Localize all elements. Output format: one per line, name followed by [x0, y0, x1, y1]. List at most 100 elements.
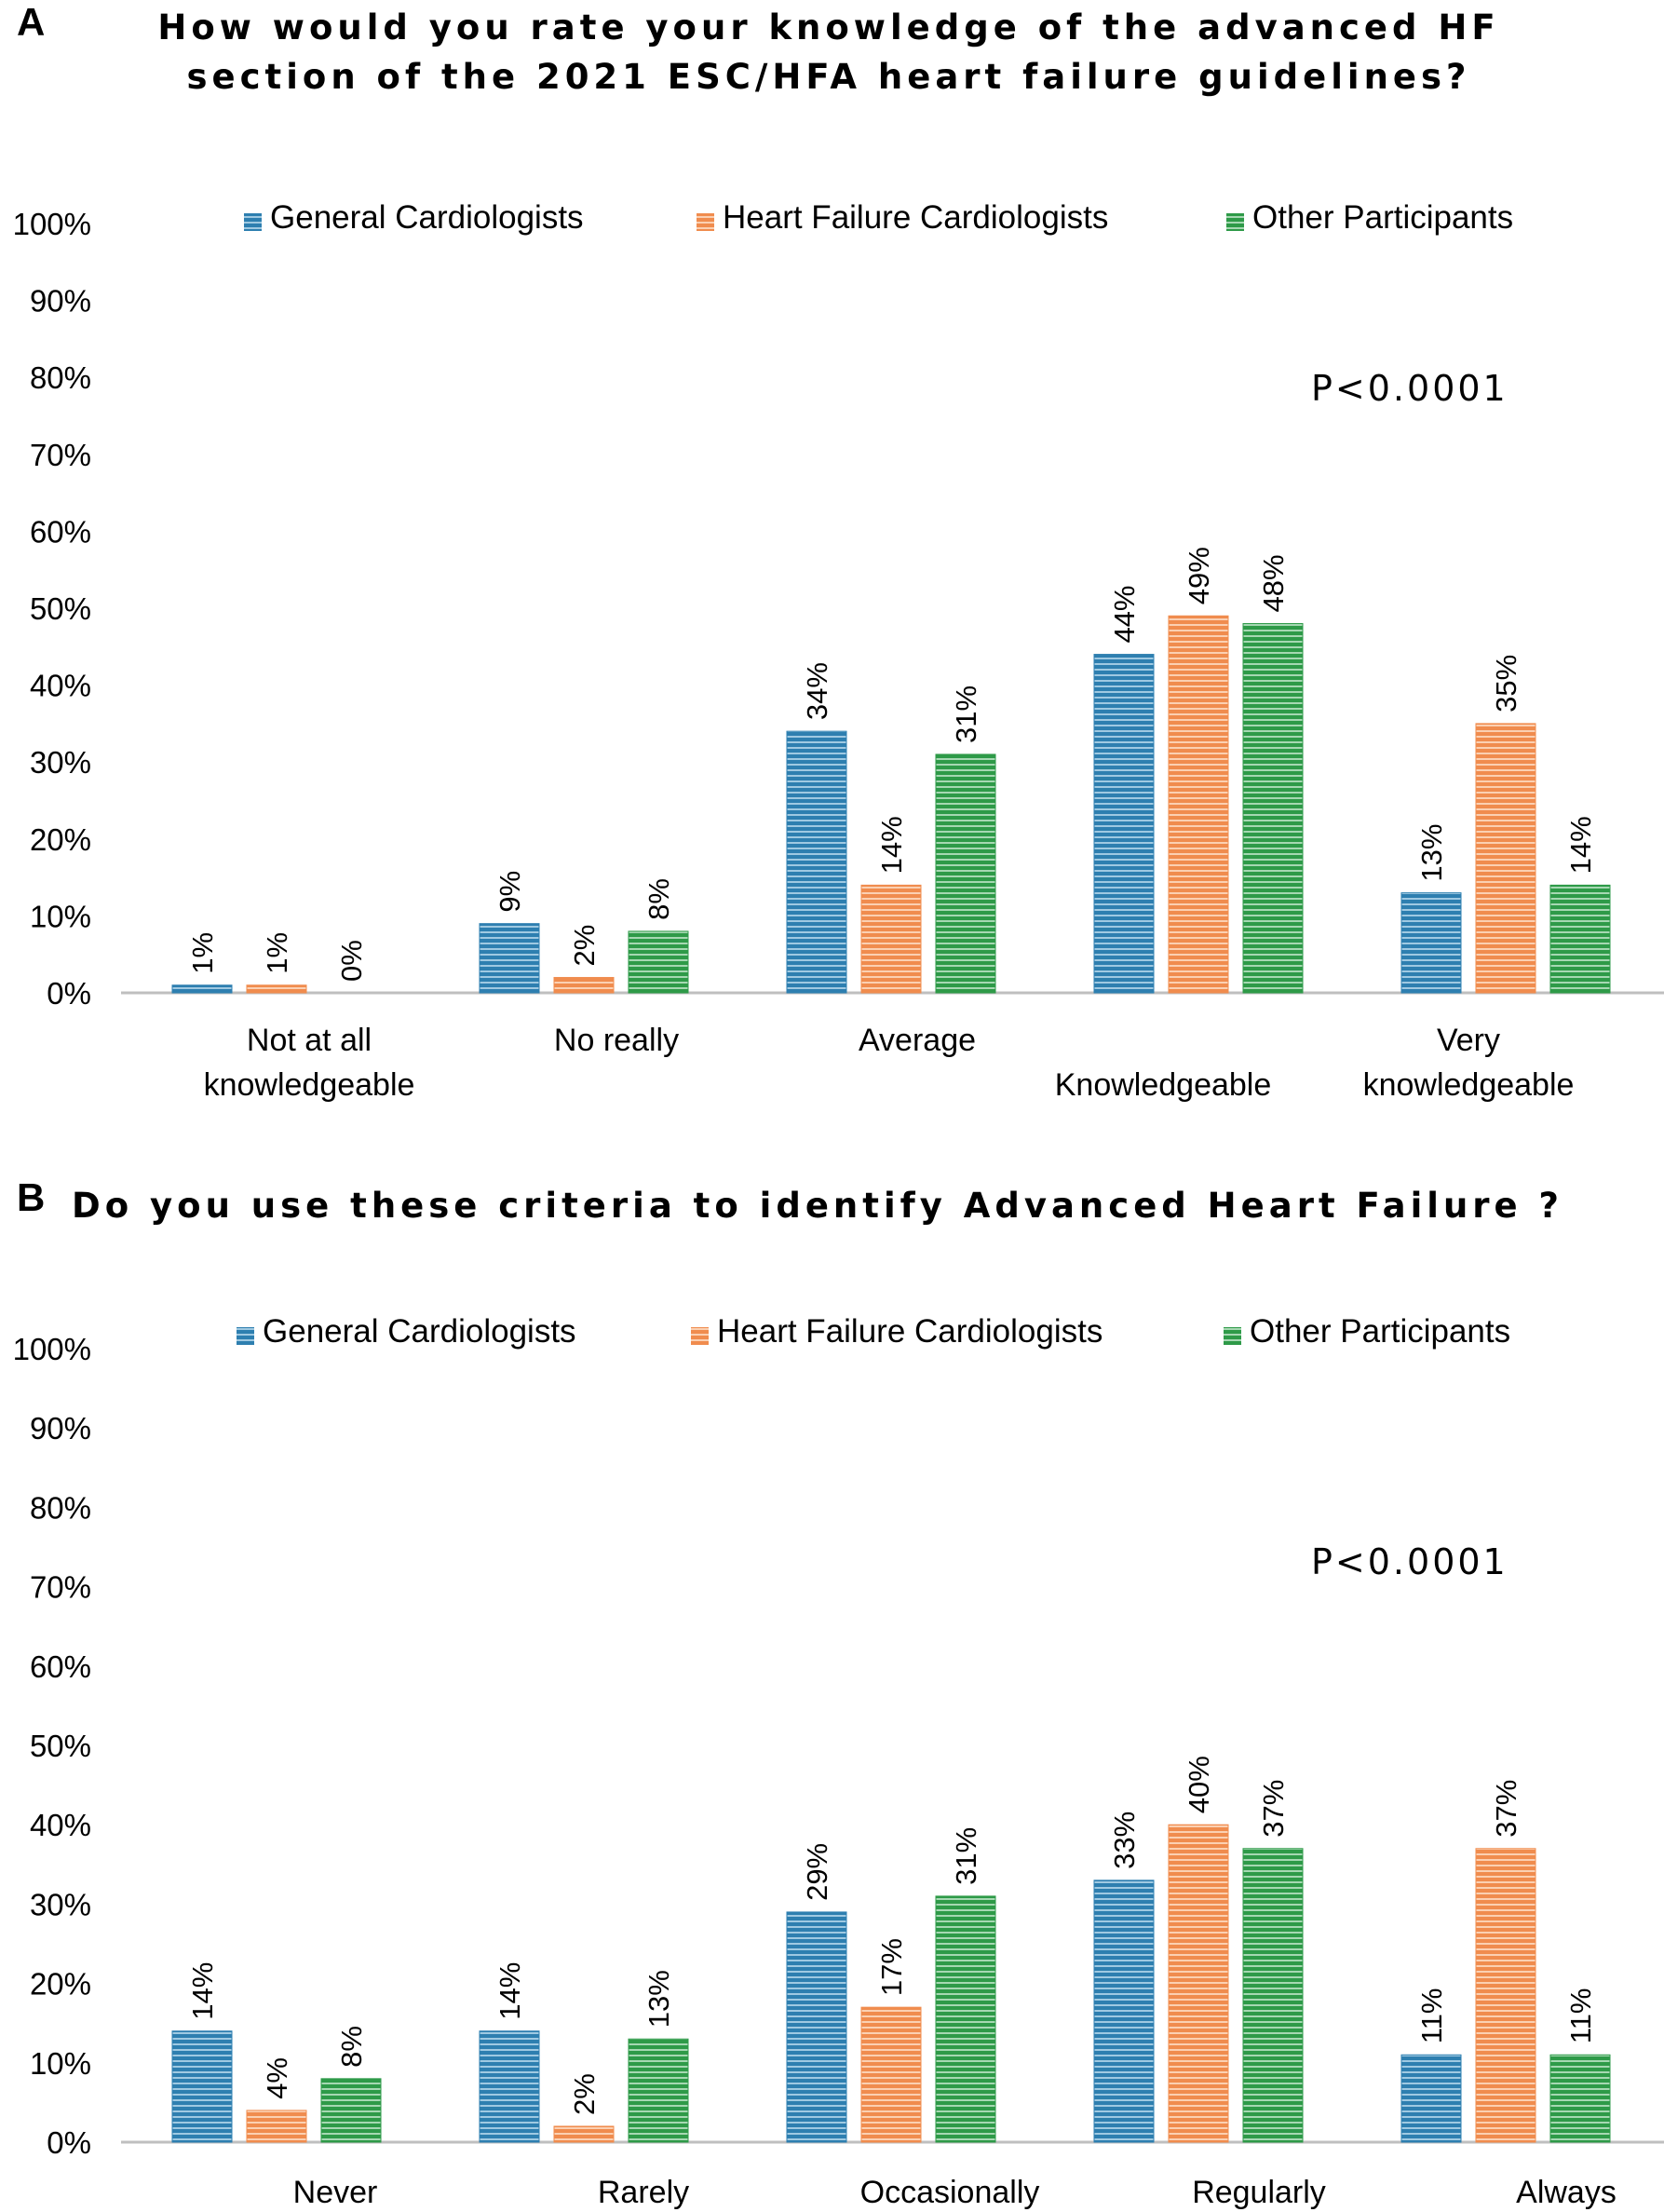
- bar: [786, 1911, 847, 2143]
- chart-title: Do you use these criteria to identify Ad…: [72, 1186, 1563, 1226]
- data-label: 31%: [950, 1827, 982, 1885]
- bar: [628, 930, 689, 994]
- x-category-label: Knowledgeable: [1055, 1067, 1272, 1103]
- legend-swatch: [1224, 1327, 1241, 1345]
- bar: [1242, 1848, 1304, 2143]
- x-category-label: Very: [1437, 1023, 1500, 1058]
- data-label: 2%: [568, 925, 601, 967]
- legend-label: Other Participants: [1252, 199, 1513, 236]
- bar: [1242, 623, 1304, 994]
- chart-root: A How would you rate your knowledge of th…: [13, 0, 1664, 2210]
- bar: [935, 753, 996, 994]
- bar: [246, 984, 307, 994]
- bar: [786, 730, 847, 994]
- data-label: 11%: [1415, 1988, 1448, 2044]
- panel-letter: A: [17, 0, 45, 44]
- bar: [246, 2110, 307, 2143]
- bar: [1549, 884, 1611, 994]
- y-tick-label: 40%: [30, 669, 91, 703]
- y-tick-label: 70%: [30, 1570, 91, 1605]
- bar: [1400, 2054, 1462, 2143]
- y-tick-label: 90%: [30, 1411, 91, 1445]
- data-label: 4%: [261, 2057, 293, 2099]
- legend-label: Heart Failure Cardiologists: [723, 199, 1108, 236]
- data-label: 14%: [1564, 816, 1597, 874]
- p-value-annotation: P<0.0001: [1311, 1541, 1508, 1582]
- bar: [935, 1895, 996, 2143]
- y-tick-label: 40%: [30, 1808, 91, 1842]
- data-label: 35%: [1490, 655, 1522, 712]
- y-tick-label: 80%: [30, 360, 91, 395]
- data-label: 13%: [1415, 824, 1448, 882]
- x-category-label: Not at all: [247, 1023, 372, 1058]
- data-label: 14%: [875, 816, 908, 874]
- data-label: 8%: [335, 2026, 368, 2068]
- x-category-label: Average: [859, 1023, 976, 1058]
- y-tick-label: 90%: [30, 284, 91, 319]
- x-category-label: Regularly: [1192, 2175, 1326, 2210]
- y-tick-label: 30%: [30, 745, 91, 780]
- chart-panel-b: B Do you use these criteria to identify A…: [13, 1175, 1664, 2210]
- y-tick-label: 50%: [30, 591, 91, 626]
- bar: [860, 884, 922, 994]
- bar: [628, 2038, 689, 2143]
- y-tick-label: 30%: [30, 1887, 91, 1921]
- data-label: 11%: [1564, 1988, 1597, 2044]
- bar: [1093, 1880, 1155, 2143]
- bar: [479, 2030, 540, 2143]
- y-tick-label: 0%: [47, 976, 91, 1011]
- x-category-label: No really: [554, 1023, 679, 1058]
- bar: [1400, 892, 1462, 994]
- y-tick-label: 20%: [30, 822, 91, 857]
- data-label: 17%: [875, 1938, 908, 1996]
- x-category-label: Always: [1516, 2175, 1617, 2210]
- chart-title: section of the 2021 ESC/HFA heart failur…: [186, 57, 1470, 97]
- x-category-label: Occasionally: [860, 2175, 1040, 2210]
- legend-swatch: [237, 1327, 254, 1345]
- data-label: 1%: [186, 932, 219, 974]
- y-tick-label: 60%: [30, 514, 91, 549]
- y-tick-label: 0%: [47, 2125, 91, 2160]
- bar: [1475, 1848, 1536, 2143]
- bar: [1475, 723, 1536, 994]
- bar: [171, 984, 233, 994]
- legend-label: General Cardiologists: [270, 199, 584, 236]
- y-tick-label: 80%: [30, 1490, 91, 1525]
- data-label: 1%: [261, 932, 293, 974]
- bar: [860, 2006, 922, 2143]
- data-label: 40%: [1183, 1756, 1215, 1813]
- data-label: 33%: [1108, 1812, 1141, 1869]
- y-tick-label: 10%: [30, 2046, 91, 2081]
- legend-swatch: [244, 213, 262, 231]
- y-tick-label: 10%: [30, 899, 91, 933]
- legend-label: General Cardiologists: [263, 1313, 576, 1350]
- data-label: 49%: [1183, 547, 1215, 604]
- data-label: 37%: [1490, 1780, 1522, 1838]
- panel-letter: B: [17, 1175, 45, 1219]
- x-category-label: knowledgeable: [1363, 1067, 1575, 1103]
- legend-swatch: [697, 213, 714, 231]
- legend-swatch: [691, 1327, 709, 1345]
- bar: [553, 976, 615, 994]
- chart-title: How would you rate your knowledge of the…: [157, 7, 1499, 47]
- bar: [553, 2125, 615, 2143]
- data-label: 14%: [186, 1962, 219, 2020]
- data-label: 44%: [1108, 586, 1141, 644]
- data-label: 37%: [1257, 1780, 1290, 1838]
- data-label: 2%: [568, 2073, 601, 2115]
- bar: [1168, 1824, 1229, 2143]
- data-label: 31%: [950, 685, 982, 743]
- data-label: 0%: [335, 940, 368, 982]
- bar: [171, 2030, 233, 2143]
- legend-swatch: [1226, 213, 1244, 231]
- legend-label: Heart Failure Cardiologists: [717, 1313, 1103, 1350]
- data-label: 8%: [643, 878, 675, 920]
- x-category-label: Rarely: [598, 2175, 689, 2210]
- y-tick-label: 60%: [30, 1649, 91, 1684]
- y-tick-label: 70%: [30, 438, 91, 472]
- y-tick-label: 20%: [30, 1967, 91, 2002]
- data-label: 13%: [643, 1970, 675, 2028]
- p-value-annotation: P<0.0001: [1311, 368, 1508, 409]
- data-label: 14%: [494, 1962, 526, 2020]
